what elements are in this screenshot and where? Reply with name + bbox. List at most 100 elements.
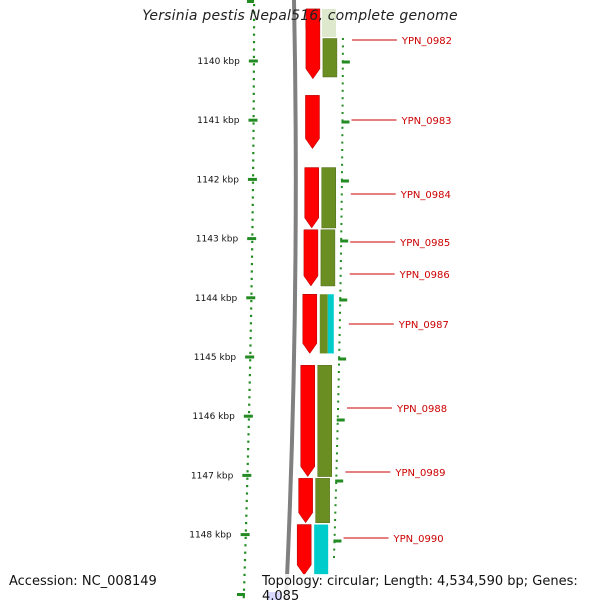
minor-tick xyxy=(337,400,340,403)
minor-tick xyxy=(339,267,342,270)
minor-tick xyxy=(250,263,254,266)
cog-feature xyxy=(322,38,338,78)
minor-tick xyxy=(252,78,255,81)
minor-tick xyxy=(339,304,342,307)
minor-tick xyxy=(336,415,339,418)
gene-label: YPN_0984 xyxy=(400,190,451,201)
cog-feature xyxy=(315,478,330,524)
minor-tick xyxy=(341,38,344,40)
minor-tick xyxy=(251,248,254,251)
minor-tick xyxy=(245,514,248,517)
scale-label: 1145 kbp xyxy=(194,353,237,363)
minor-tick xyxy=(246,462,249,465)
minor-tick xyxy=(335,482,338,484)
minor-tick xyxy=(245,507,248,510)
minor-tick xyxy=(252,137,255,140)
minor-tick xyxy=(242,596,245,599)
minor-tick xyxy=(251,181,255,184)
major-tick xyxy=(341,60,350,64)
minor-tick xyxy=(250,270,253,273)
minor-tick xyxy=(252,41,256,44)
cog-feature xyxy=(321,9,336,37)
minor-tick xyxy=(341,45,344,48)
major-tick xyxy=(243,414,253,418)
minor-tick xyxy=(338,363,341,366)
minor-tick xyxy=(249,351,252,354)
minor-tick xyxy=(245,492,249,495)
minor-tick xyxy=(248,366,252,369)
major-tick xyxy=(333,539,342,543)
minor-tick xyxy=(250,300,253,303)
major-tick xyxy=(338,357,347,361)
minor-tick xyxy=(252,144,255,147)
minor-tick xyxy=(341,171,344,174)
major-tick xyxy=(335,479,344,483)
minor-tick xyxy=(248,374,251,377)
minor-tick xyxy=(252,55,256,58)
minor-tick xyxy=(251,240,254,243)
minor-tick xyxy=(252,18,256,21)
minor-tick xyxy=(252,159,255,162)
minor-tick xyxy=(251,174,255,177)
cds-feature xyxy=(305,8,321,80)
gene-label: YPN_0985 xyxy=(399,238,450,249)
scale-label: 1141 kbp xyxy=(197,116,240,126)
minor-tick xyxy=(246,477,249,480)
cog-feature xyxy=(319,294,328,354)
cds-feature xyxy=(302,293,318,354)
minor-tick xyxy=(341,89,344,92)
minor-tick xyxy=(247,418,250,421)
minor-tick xyxy=(251,203,254,206)
minor-tick xyxy=(334,504,337,507)
minor-tick xyxy=(246,470,249,473)
minor-tick xyxy=(248,381,251,384)
minor-tick xyxy=(243,581,246,584)
minor-tick xyxy=(244,536,247,539)
minor-tick xyxy=(332,556,335,558)
minor-tick xyxy=(243,566,246,569)
minor-tick xyxy=(336,430,339,433)
minor-tick xyxy=(250,255,254,258)
minor-tick xyxy=(247,411,251,414)
minor-tick xyxy=(338,319,341,322)
minor-tick xyxy=(249,344,252,347)
minor-tick xyxy=(339,297,342,299)
minor-tick xyxy=(338,348,341,351)
minor-tick xyxy=(336,445,339,447)
cds-feature xyxy=(305,95,320,150)
minor-tick xyxy=(337,393,340,396)
major-tick xyxy=(245,355,255,359)
minor-tick xyxy=(340,193,343,196)
minor-tick xyxy=(251,211,254,214)
minor-tick xyxy=(341,112,344,114)
major-tick xyxy=(248,118,258,122)
minor-tick xyxy=(334,519,337,521)
gene-label: YPN_0988 xyxy=(396,404,447,415)
minor-tick xyxy=(339,282,342,285)
minor-tick xyxy=(249,314,253,317)
minor-tick xyxy=(249,329,252,332)
accession-label: Accession: xyxy=(9,574,78,589)
scale-label: 1144 kbp xyxy=(195,294,238,304)
minor-tick xyxy=(243,573,246,576)
minor-tick xyxy=(251,233,254,236)
cog-feature xyxy=(327,294,334,354)
major-tick xyxy=(246,296,256,300)
cog-feature xyxy=(317,365,332,477)
minor-tick xyxy=(249,359,252,362)
minor-tick xyxy=(341,141,344,144)
scale-label: 1142 kbp xyxy=(197,175,240,185)
minor-tick xyxy=(341,163,344,166)
minor-tick xyxy=(340,223,343,225)
scale-label: 1140 kbp xyxy=(197,57,240,67)
minor-tick xyxy=(335,474,338,477)
minor-tick xyxy=(340,200,343,203)
minor-tick xyxy=(341,104,344,107)
minor-tick xyxy=(338,356,341,359)
minor-tick xyxy=(247,425,250,428)
minor-tick xyxy=(245,499,248,502)
minor-tick xyxy=(340,215,343,218)
minor-tick xyxy=(333,548,336,551)
minor-tick xyxy=(339,252,342,255)
